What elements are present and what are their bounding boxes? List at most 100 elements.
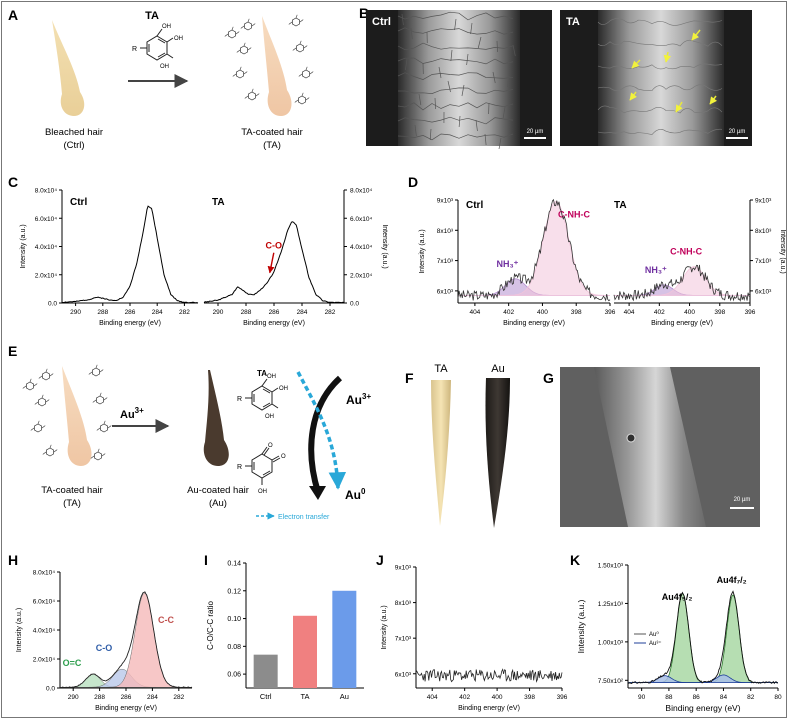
y-tick-label: 7.50x10² [598,678,624,685]
molecule-bond [99,392,102,397]
molecule-r: R [237,396,242,403]
y-tick-label: 4.0x10⁴ [33,628,56,635]
molecule-bond [239,66,242,71]
sem-image-ta: TA 20 µm [560,10,752,146]
y-tick-label: 0.0 [48,301,57,308]
annotation-arrow [267,252,275,274]
y-tick-label: 2.0x10⁴ [350,272,373,279]
photo-label-ta: TA [434,363,448,375]
y-tick-label: 1.50x10³ [598,563,624,570]
electron-arrow-black [308,375,343,493]
y-tick-label: 0.08 [227,644,241,651]
cuticle-edge [454,18,457,31]
ta-molecule-cluster [224,14,314,105]
au3-label: Au3+ [346,392,371,407]
x-tick-label: 282 [325,309,336,316]
panel-letter: H [8,552,18,568]
molecule-oh-4: OH [258,489,267,495]
panel-b: B Ctrl 20 µm TA 20 µm [359,5,752,150]
x-tick-label: 402 [459,694,470,701]
molecule-bond [255,93,260,97]
x-tick-label: 396 [557,694,568,701]
y-axis-label: Intensity (a.u.) [381,605,388,649]
molecule-oh-3: OH [265,414,274,420]
molecule-bond [305,66,308,71]
y-axis-label-right: Intensity (a.u.) [779,229,786,273]
y-tick-label: 8.0x10⁴ [350,188,373,195]
molecule-bond [49,373,54,377]
sem-image-ctrl: Ctrl 20 µm [366,10,552,150]
cuticle-edge [405,58,408,71]
peak-label: C-NH-C [558,210,590,220]
spectrum-line [627,590,779,685]
molecule-bond [243,42,246,47]
molecule-ring [244,21,252,31]
sem-label-ta: TA [566,16,580,28]
peak-label: C-C [158,615,174,625]
y-tick-label: 0.0 [350,301,359,308]
panel-e: E TA-coated hair (TA) Au3+ Au-coated hai… [8,343,371,521]
spectrum-line [203,221,345,304]
molecule-bond [244,95,249,99]
y-axis-label: Intensity (a.u.) [20,224,27,268]
molecule-bond [34,401,39,405]
cuticle-edge [461,84,465,97]
y-tick-label: 0.06 [227,672,241,679]
molecule-r: R [237,464,242,471]
x-tick-label: 290 [68,694,79,701]
panel-i: I 0.06 0.08 0.10 0.12 0.14 C-O/C-C ratio Ctrl T… [204,552,364,701]
cuticle-edge [502,106,506,119]
cuticle-edge [597,105,723,114]
peak-fit [628,592,778,683]
peak-fit [628,675,778,683]
cuticle-edge [397,57,514,65]
molecule-r: R [132,46,137,53]
peak-fit [628,594,778,683]
molecule-bond [232,73,237,77]
molecule-ring [100,423,108,433]
x-tick-label: 404 [624,309,635,316]
cuticle-edge [418,93,422,106]
chart-h: 0.0 2.0x10⁴ 4.0x10⁴ 6.0x10⁴ 8.0x10⁴ 290 288 286… [16,570,193,712]
molecule-ring [248,91,256,101]
cuticle-edge [447,80,451,93]
bar-au [332,590,357,688]
cuticle-edge [434,97,436,110]
molecule-bond [247,47,252,51]
cuticle-edge [438,66,442,79]
cuticle-edge [507,75,510,88]
cuticle-edge [397,11,514,21]
x-tick-label: 284 [152,309,163,316]
molecule-ring [26,381,34,391]
x-tick-label: 402 [503,309,514,316]
x-tick-label: 288 [241,309,252,316]
molecule-bond [37,420,40,425]
bleached-hair-caption-2: (Ctrl) [63,140,84,151]
x-axis-label: Binding energy (eV) [95,705,157,712]
y-axis-label: Intensity (a.u.) [16,608,23,652]
molecule-bond [53,449,58,453]
molecule-bond [45,368,48,373]
cuticle-edge [414,124,417,137]
peak-label: Au4f₇/₂ [717,575,747,585]
molecule-bond [305,97,310,101]
x-tick-label: 284 [297,309,308,316]
molecule-oh-3: OH [160,64,169,70]
molecule-bond [251,23,256,27]
cuticle-edge [397,133,514,141]
y-tick-label: 0.14 [227,561,241,568]
series-label: Ctrl [466,200,483,211]
molecule-bond [103,420,106,425]
sem-label-ctrl: Ctrl [372,16,391,28]
y-tick-label: 1.00x10³ [598,639,624,646]
cuticle-edge [597,39,723,47]
electron-transfer-label: Electron transfer [278,514,330,521]
y-tick-label: 9x10³ [395,565,412,572]
molecule-bond [38,375,43,379]
cuticle-edge [450,49,453,62]
y-axis-label-right: Intensity (a.u.) [381,224,388,268]
y-tick-label: 4.0x10⁴ [350,244,373,251]
ta-coated-hair-illustration [62,366,92,466]
x-tick-label: 290 [70,309,81,316]
molecule-bond [33,383,38,387]
